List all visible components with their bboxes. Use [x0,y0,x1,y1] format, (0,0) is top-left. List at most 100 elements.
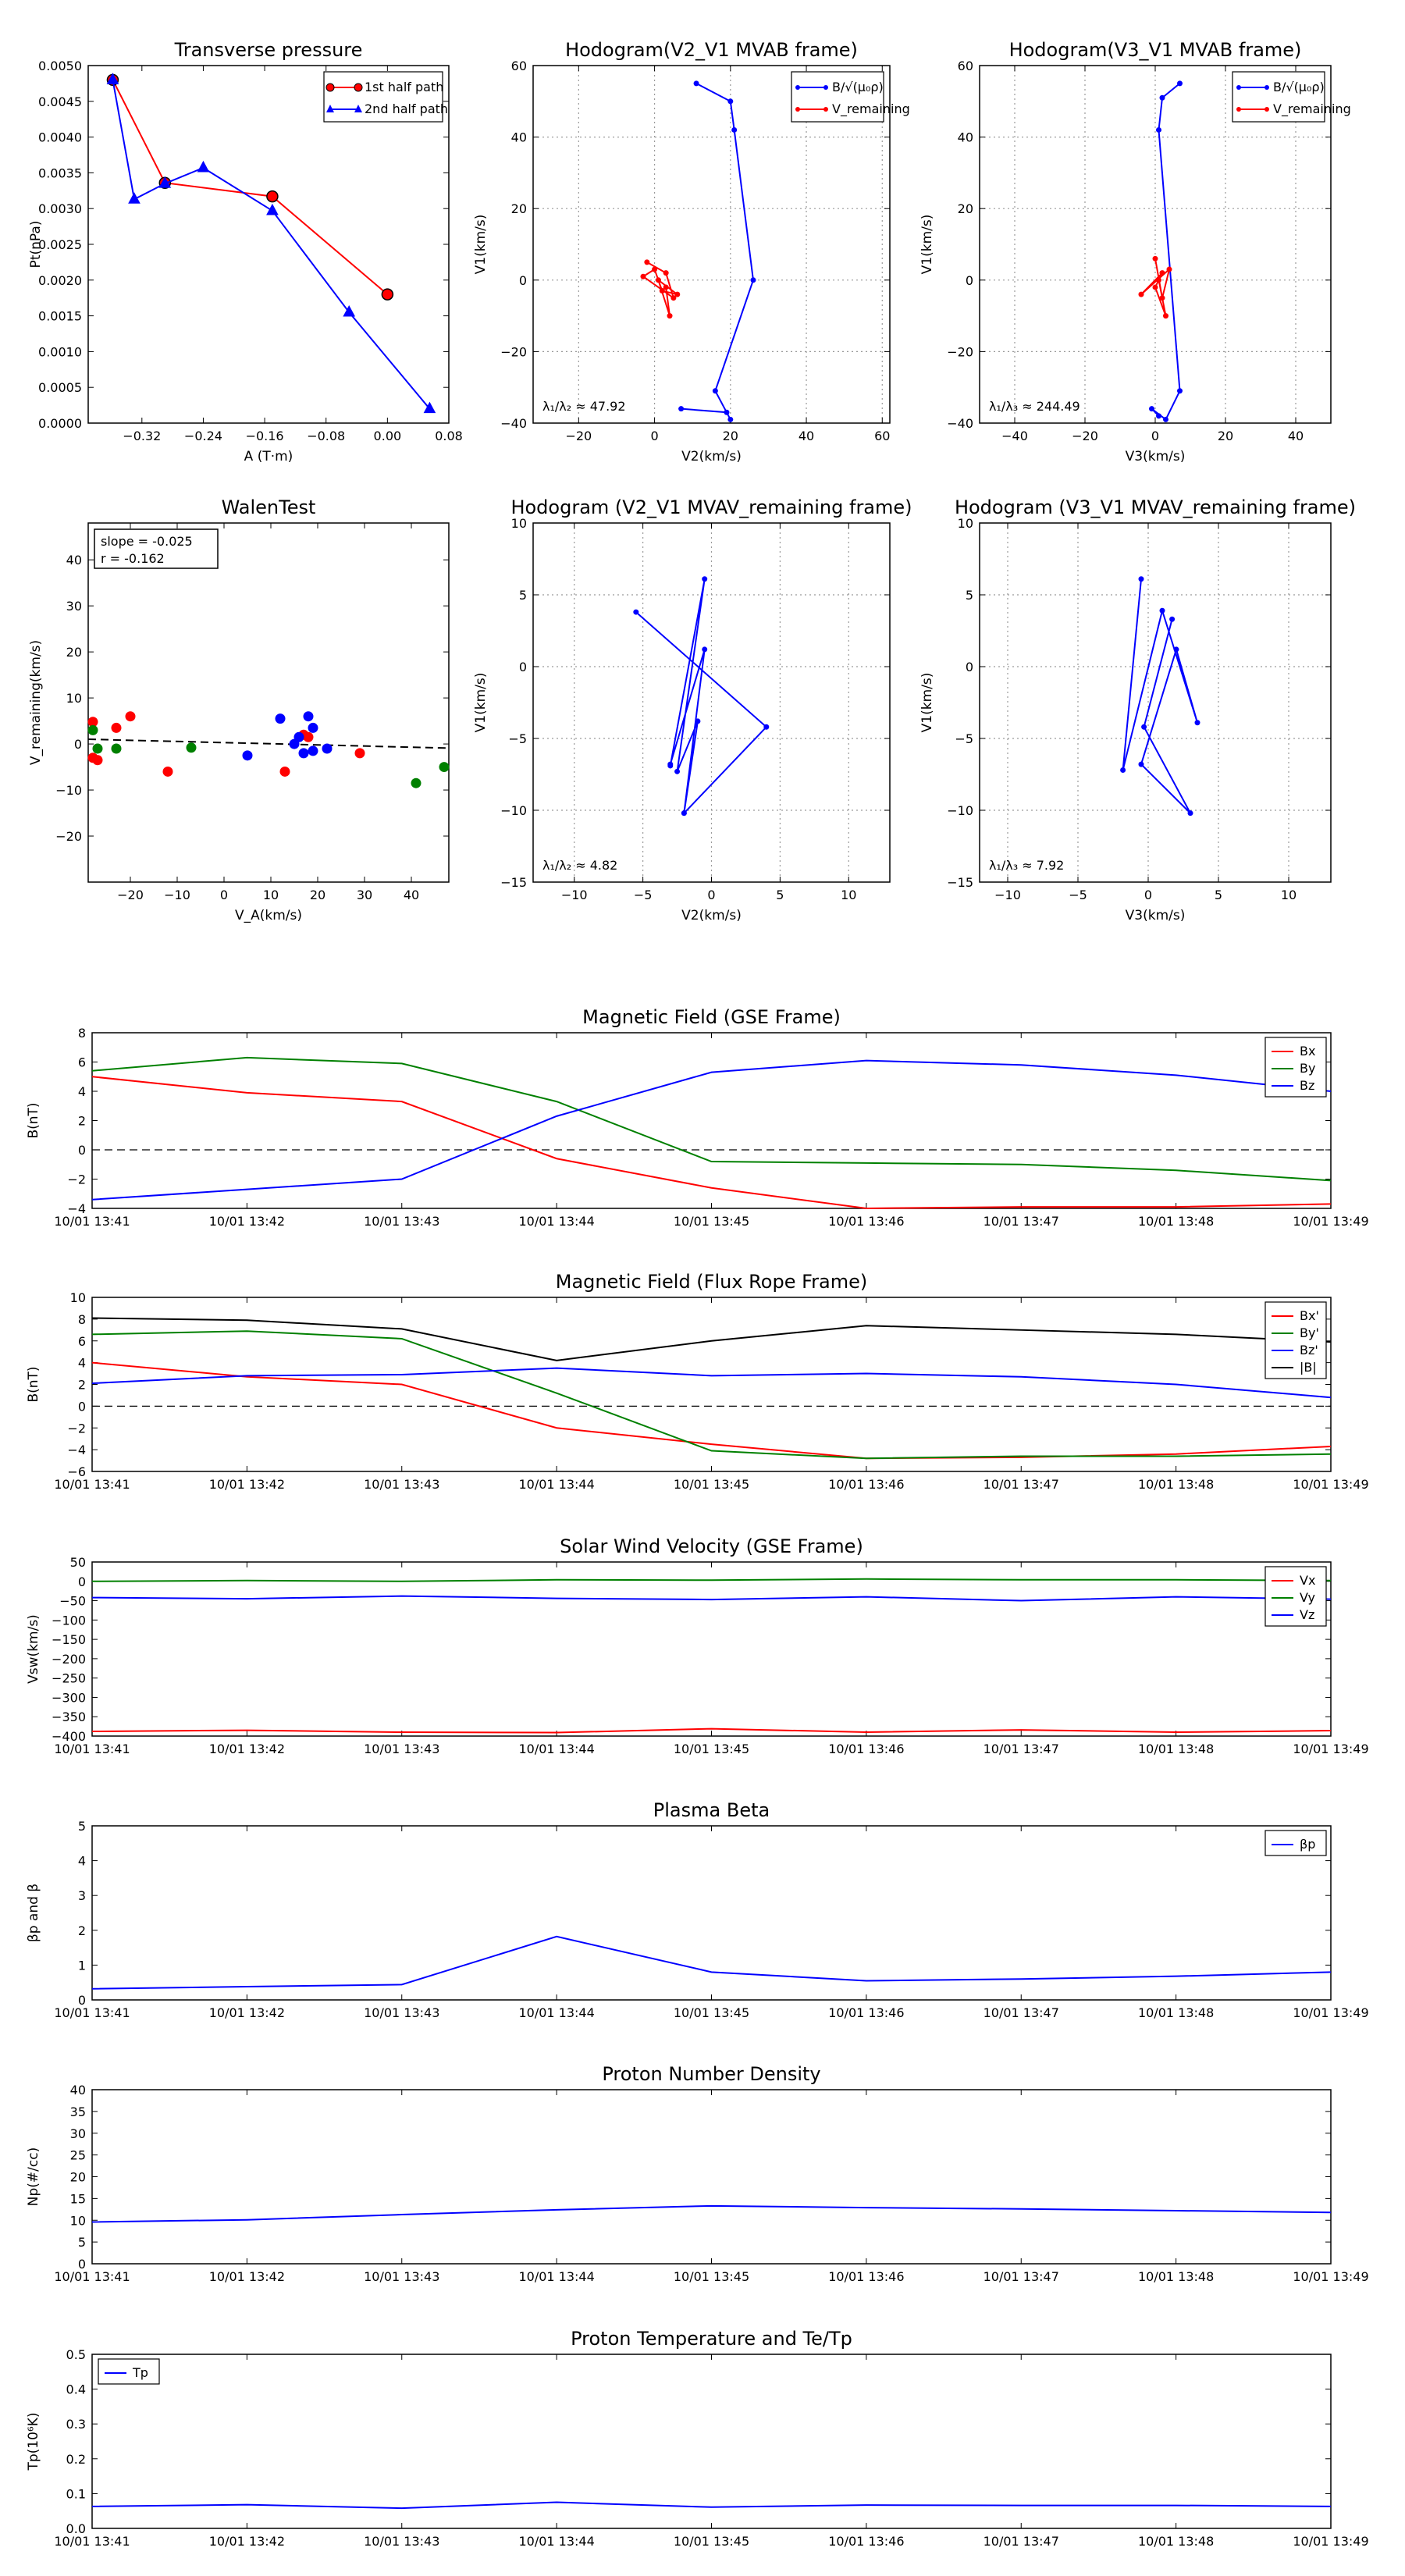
data-point [1169,616,1176,622]
y-tick-label: 0.4 [66,2382,86,2397]
series-line-Bx [91,1076,1332,1210]
scatter-point [439,762,450,773]
y-tick-label: 5 [519,588,527,603]
y-tick-label: −2 [67,1421,86,1436]
legend-label: B/√(μ₀ρ) [832,80,884,94]
scatter-point [162,766,173,777]
legend-box [1264,1037,1327,1098]
legend-label: V_remaining [832,101,910,117]
x-tick-label: 10/01 13:48 [1138,1742,1214,1756]
data-point [1177,80,1183,87]
y-tick-label: −10 [55,783,82,798]
x-tick-label: 10/01 13:45 [674,1477,749,1492]
y-tick-label: 0.0020 [38,273,82,288]
x-tick-label: 10/01 13:42 [209,2269,285,2284]
x-tick-label: 10/01 13:43 [364,1742,439,1756]
plot-frame [979,522,1332,883]
y-tick-label: −200 [52,1652,86,1667]
data-point [695,718,701,724]
x-tick-label: 10/01 13:46 [828,2269,904,2284]
y-tick-label: 10 [70,1290,86,1305]
plot-frame [87,522,450,883]
legend-box [1264,1830,1327,1856]
y-tick-label: 4 [78,1084,86,1099]
y-tick-label: 0.0005 [38,380,82,395]
x-tick-label: 10/01 13:46 [828,1742,904,1756]
x-tick-label: 10/01 13:45 [674,2269,749,2284]
y-tick-label: 0.0050 [38,59,82,73]
x-tick-label: 0 [1144,888,1152,902]
x-tick-label: −10 [561,888,588,902]
scatter-point [87,724,98,735]
x-tick-label: 10/01 13:44 [518,2534,594,2549]
x-tick-label: 20 [1218,429,1233,443]
y-axis-label: V1(km/s) [473,673,489,733]
y-tick-label: −250 [52,1671,86,1686]
data-point [128,192,140,204]
y-tick-label: −5 [955,731,973,746]
x-tick-label: 10/01 13:41 [54,2269,130,2284]
y-tick-label: −100 [52,1613,86,1628]
x-tick-label: 40 [1288,429,1304,443]
y-tick-label: −10 [500,803,527,818]
series-line-0 [681,83,754,420]
data-point [667,313,673,319]
x-tick-label: −10 [994,888,1021,902]
y-tick-label: 20 [70,2170,86,2185]
legend-box [1264,1301,1327,1379]
chart-title: Hodogram (V2_V1 MVAV_remaining frame) [510,496,912,518]
legend-label: βp [1300,1837,1315,1852]
x-tick-label: 20 [310,888,325,902]
data-point [681,810,687,817]
data-point [640,273,646,279]
legend-marker [1264,107,1269,112]
y-axis-label: V1(km/s) [919,215,935,275]
x-tick-label: 10/01 13:42 [209,2005,285,2020]
y-tick-label: 2 [78,1923,86,1938]
scatter-point [87,717,98,728]
y-tick-label: 0.0 [66,2521,86,2536]
chart-title: Hodogram(V3_V1 MVAB frame) [1009,39,1302,61]
x-axis-label: V_A(km/s) [235,908,302,923]
series-line-By' [91,1330,1332,1460]
x-tick-label: 10/01 13:47 [984,2534,1059,2549]
y-tick-label: 10 [70,2213,86,2228]
legend-box [323,71,443,123]
panel-ts4: 10/01 13:41 10/01 13:42 10/01 13:43 10/01 1… [26,1799,1369,2020]
y-tick-label: −40 [500,416,527,431]
scatter-point [125,711,136,722]
x-tick-label: 10/01 13:44 [518,2005,594,2020]
x-tick-label: 0 [650,429,658,443]
data-point [1156,277,1161,283]
data-point [266,203,279,215]
y-tick-label: −15 [947,875,973,890]
data-point [674,291,681,297]
legend: B/√(μ₀ρ) V_remaining [791,71,910,123]
panel-ts2: 10/01 13:41 10/01 13:42 10/01 13:43 10/01 1… [26,1271,1369,1492]
legend-marker [326,105,334,112]
series-line-|B| [91,1317,1332,1361]
x-tick-label: 10/01 13:47 [984,2005,1059,2020]
y-axis-label: V1(km/s) [919,673,935,733]
legend-marker [354,83,363,92]
x-tick-label: 10/01 13:43 [364,2269,439,2284]
chart-title: Plasma Beta [653,1799,770,1821]
y-axis-label: Pt(nPa) [28,221,44,269]
panel-ts1: 10/01 13:41 10/01 13:42 10/01 13:43 10/01 1… [26,1006,1369,1229]
legend-label: Bx' [1300,1308,1319,1323]
legend: Vx Vy Vz [1264,1566,1327,1627]
x-tick-label: 10/01 13:43 [364,2005,439,2020]
plot-frame [91,1561,1332,1737]
x-tick-label: 10/01 13:45 [674,2005,749,2020]
data-point [663,270,669,276]
panel-ts6: 10/01 13:41 10/01 13:42 10/01 13:43 10/01 1… [26,2328,1369,2549]
x-tick-label: 40 [404,888,419,902]
y-axis-label: B(nT) [26,1102,41,1138]
legend-label: Vy [1300,1590,1315,1605]
legend-box [98,2358,160,2385]
y-tick-label: 5 [966,588,973,603]
x-axis-label: V2(km/s) [681,449,742,464]
scatter-point [87,753,98,763]
data-point [702,646,708,653]
panel-ts3: 10/01 13:41 10/01 13:42 10/01 13:43 10/01 1… [26,1535,1369,1756]
